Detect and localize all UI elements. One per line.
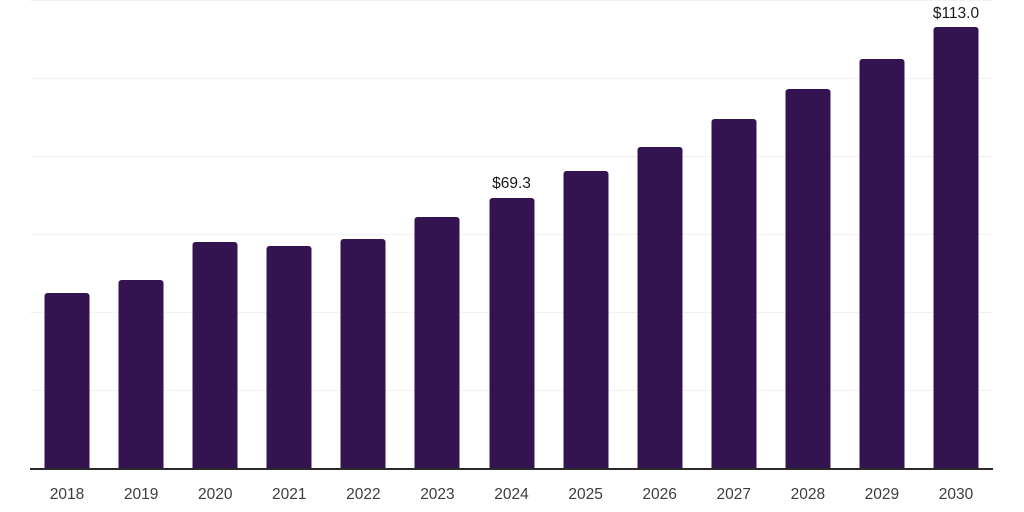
x-tick-label-2028: 2028 bbox=[790, 486, 826, 503]
x-tick-label-2030: 2030 bbox=[938, 486, 974, 503]
x-tick-label-2026: 2026 bbox=[642, 486, 677, 503]
bar-2025 bbox=[563, 171, 609, 468]
bar-2018 bbox=[44, 292, 90, 468]
x-axis-labels: 2018 2019 2020 2021 2022 2023 2024 2025 2026 2027… bbox=[30, 470, 993, 504]
bar-slot-2030: $113.0 bbox=[919, 0, 993, 468]
bar-value-label-2030: $113.0 bbox=[932, 4, 980, 22]
bars: $69.3 $113.0 bbox=[30, 0, 993, 468]
bar-slot-2018 bbox=[30, 0, 104, 468]
x-tick-label-2018: 2018 bbox=[49, 486, 85, 503]
bar-slot-2019 bbox=[104, 0, 178, 468]
bar-slot-2026 bbox=[623, 0, 697, 468]
bar-slot-2021 bbox=[252, 0, 326, 468]
gridline-80 bbox=[30, 156, 993, 157]
bar-2030 bbox=[933, 27, 979, 468]
bar-value-label-2024: $69.3 bbox=[492, 175, 531, 193]
bar-slot-2029 bbox=[845, 0, 919, 468]
gridline-100 bbox=[30, 78, 993, 79]
bar-slot-2027 bbox=[697, 0, 771, 468]
bar-2027 bbox=[711, 119, 757, 468]
bar-2023 bbox=[414, 216, 460, 468]
x-tick-label-2020: 2020 bbox=[197, 486, 233, 503]
x-tick-label-2023: 2023 bbox=[420, 486, 455, 503]
bar-2028 bbox=[785, 88, 831, 468]
bar-2029 bbox=[859, 59, 905, 468]
bar-2020 bbox=[192, 242, 238, 468]
plot-area: $69.3 $113.0 bbox=[30, 0, 993, 470]
bar-2019 bbox=[118, 280, 164, 468]
x-tick-label-2027: 2027 bbox=[716, 486, 751, 503]
bar-2021 bbox=[266, 246, 312, 468]
bar-2022 bbox=[340, 238, 386, 468]
x-tick-label-2024: 2024 bbox=[494, 486, 529, 503]
bar-slot-2023 bbox=[400, 0, 474, 468]
x-tick-label-2019: 2019 bbox=[123, 486, 159, 503]
bar-2024 bbox=[489, 197, 534, 468]
bar-slot-2020 bbox=[178, 0, 252, 468]
bar-slot-2028 bbox=[771, 0, 845, 468]
x-tick-label-2029: 2029 bbox=[864, 486, 900, 503]
bar-2026 bbox=[637, 147, 683, 468]
gridline-120 bbox=[30, 0, 993, 1]
bar-slot-2024: $69.3 bbox=[474, 0, 548, 468]
x-tick-label-2021: 2021 bbox=[272, 486, 307, 503]
x-tick-label-2025: 2025 bbox=[568, 486, 603, 503]
bar-slot-2025 bbox=[549, 0, 623, 468]
bar-slot-2022 bbox=[326, 0, 400, 468]
x-tick-label-2022: 2022 bbox=[346, 486, 381, 503]
